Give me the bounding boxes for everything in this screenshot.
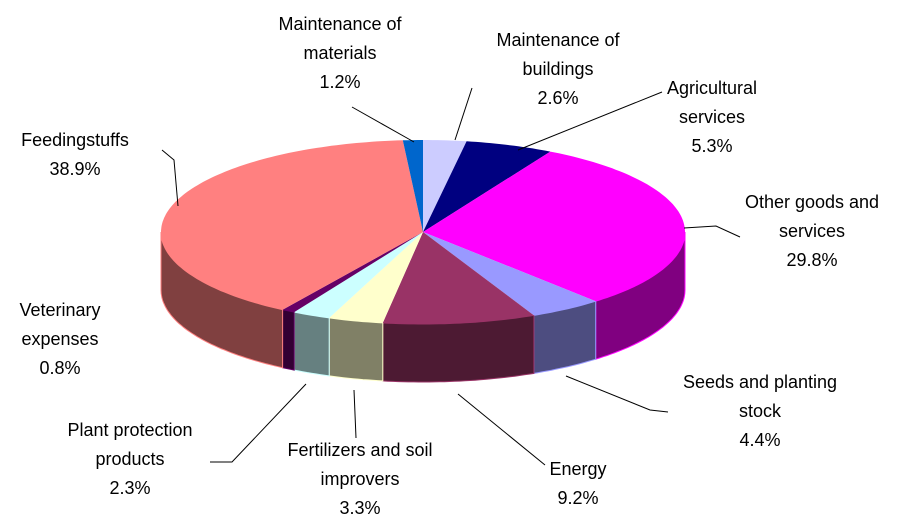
slice-name: Maintenance of buildings: [496, 30, 620, 79]
leader-line: [683, 225, 741, 238]
slice-label: Fertilizers and soil improvers 3.3%: [260, 436, 460, 523]
slice-label: Energy 9.2%: [528, 455, 628, 513]
leader-line: [517, 91, 663, 151]
slice-label: Plant protection products 2.3%: [45, 416, 215, 503]
slice-name: Plant protection products: [67, 420, 193, 469]
slice-side: [282, 309, 295, 371]
slice-name: Energy: [549, 459, 607, 479]
slice: [329, 232, 423, 323]
leader-line: [351, 106, 415, 143]
leader-line: [454, 87, 473, 141]
slice: [382, 232, 534, 324]
slice: [423, 232, 596, 316]
leader-line: [457, 393, 546, 466]
slice-label: Feedingstuffs 38.9%: [0, 126, 150, 184]
slice-name: Other goods and services: [744, 192, 880, 241]
slice: [423, 140, 467, 232]
leader-line: [210, 383, 307, 463]
slice: [402, 140, 423, 232]
slice: [161, 140, 423, 310]
slice-value: 5.3%: [691, 136, 733, 156]
slice-label: Veterinary expenses 0.8%: [0, 296, 120, 383]
slice: [423, 151, 685, 302]
slice-side: [293, 311, 330, 377]
slice-label: Agricultural services 5.3%: [652, 74, 772, 161]
slice-label: Seeds and planting stock 4.4%: [665, 368, 855, 455]
slice-name: Veterinary expenses: [19, 300, 101, 349]
slice-value: 9.2%: [557, 488, 599, 508]
slice-value: 29.8%: [786, 250, 838, 270]
slice-value: 3.3%: [339, 498, 381, 518]
leader-line: [161, 149, 179, 207]
slice: [423, 141, 551, 232]
slice-value: 38.9%: [49, 159, 101, 179]
slice-name: Seeds and planting stock: [682, 372, 838, 421]
slice-name: Maintenance of materials: [278, 14, 402, 63]
slice-name: Fertilizers and soil improvers: [287, 440, 433, 489]
slice-label: Maintenance of materials 1.2%: [265, 10, 415, 97]
slice-value: 4.4%: [739, 430, 781, 450]
slice-value: 0.8%: [39, 358, 81, 378]
leader-line: [565, 375, 669, 413]
leader-line: [353, 389, 357, 439]
slice-side: [328, 317, 384, 382]
slice: [282, 232, 423, 313]
slice-label: Maintenance of buildings 2.6%: [483, 26, 633, 113]
slice-side: [382, 314, 535, 383]
slice: [294, 232, 423, 318]
slice-name: Feedingstuffs: [21, 130, 129, 150]
slice-value: 2.6%: [537, 88, 579, 108]
slice-name: Agricultural services: [666, 78, 758, 127]
slice-label: Other goods and services 29.8%: [727, 188, 897, 275]
slice-value: 2.3%: [109, 478, 151, 498]
slice-value: 1.2%: [319, 72, 361, 92]
slice-side: [160, 231, 284, 369]
